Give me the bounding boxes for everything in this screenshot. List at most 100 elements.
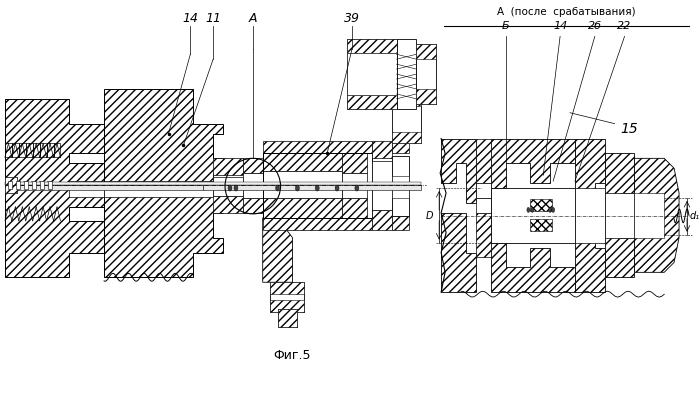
Bar <box>270 282 304 312</box>
Bar <box>243 158 263 173</box>
Bar <box>48 181 52 189</box>
Bar <box>476 183 491 198</box>
Bar <box>391 156 410 216</box>
Bar <box>24 181 28 189</box>
Bar <box>243 173 263 198</box>
Bar <box>263 153 342 171</box>
Bar <box>391 141 410 153</box>
Polygon shape <box>441 138 476 203</box>
Polygon shape <box>491 138 575 188</box>
Text: А  (после  срабатывания): А (после срабатывания) <box>497 7 635 17</box>
Ellipse shape <box>335 185 339 191</box>
Polygon shape <box>635 158 679 272</box>
Bar <box>575 188 605 242</box>
Polygon shape <box>104 89 223 277</box>
Ellipse shape <box>275 185 280 191</box>
Bar <box>213 196 243 213</box>
Bar <box>391 132 421 143</box>
Polygon shape <box>605 153 635 277</box>
Bar <box>372 210 391 230</box>
Text: 2б: 2б <box>588 22 602 31</box>
Text: Фиг.5: Фиг.5 <box>274 349 311 362</box>
Bar <box>476 213 491 257</box>
Bar <box>391 94 421 106</box>
Bar <box>342 153 367 173</box>
Bar <box>278 309 297 327</box>
Bar <box>491 188 575 242</box>
Bar <box>278 309 297 327</box>
Bar <box>531 219 552 231</box>
Bar <box>213 158 243 175</box>
Bar <box>31 181 36 189</box>
Ellipse shape <box>296 185 299 191</box>
Bar <box>342 198 367 218</box>
Bar <box>5 143 12 157</box>
Polygon shape <box>263 218 292 282</box>
Text: 15: 15 <box>621 121 638 136</box>
Bar <box>476 138 491 183</box>
Text: 11: 11 <box>205 11 221 24</box>
Ellipse shape <box>531 208 534 212</box>
Ellipse shape <box>527 208 530 212</box>
Ellipse shape <box>549 208 552 212</box>
Text: 14: 14 <box>553 22 567 31</box>
Bar <box>69 181 104 197</box>
Bar <box>396 39 417 109</box>
Bar <box>104 181 213 197</box>
Bar <box>243 198 263 213</box>
Bar <box>391 176 410 198</box>
Text: 14: 14 <box>182 11 199 24</box>
Bar <box>40 143 47 157</box>
Bar <box>417 44 436 59</box>
Ellipse shape <box>228 185 232 191</box>
Text: 22: 22 <box>617 22 632 31</box>
Bar <box>26 143 33 157</box>
Bar <box>263 153 372 218</box>
Bar <box>5 177 17 193</box>
Ellipse shape <box>234 185 238 191</box>
Bar <box>8 181 12 189</box>
Bar <box>531 199 552 211</box>
Text: А: А <box>249 11 257 24</box>
Bar <box>417 44 436 104</box>
Bar <box>391 94 421 143</box>
Bar <box>47 143 54 157</box>
Bar <box>5 182 421 185</box>
Ellipse shape <box>552 208 554 212</box>
Bar <box>391 216 410 230</box>
Bar <box>347 95 396 109</box>
Ellipse shape <box>315 185 319 191</box>
Text: d₁: d₁ <box>690 211 699 221</box>
Ellipse shape <box>355 185 359 191</box>
Polygon shape <box>441 213 476 292</box>
Bar <box>263 141 372 153</box>
Bar <box>347 39 396 53</box>
Text: D: D <box>426 211 433 221</box>
Bar <box>270 282 304 294</box>
Polygon shape <box>575 138 605 292</box>
Bar <box>5 185 203 190</box>
Bar <box>263 198 342 218</box>
Bar <box>16 181 20 189</box>
Bar <box>12 143 19 157</box>
Bar <box>263 171 342 198</box>
Bar <box>54 143 61 157</box>
Text: 39: 39 <box>344 11 360 24</box>
Bar <box>372 141 391 158</box>
Bar <box>33 143 40 157</box>
Bar <box>19 143 26 157</box>
Bar <box>203 185 421 190</box>
Bar <box>263 218 372 230</box>
Polygon shape <box>491 242 575 292</box>
Bar <box>476 198 491 213</box>
Bar <box>347 39 396 109</box>
Bar <box>347 53 396 95</box>
Bar <box>417 89 436 104</box>
Bar <box>213 177 243 196</box>
Bar <box>40 181 43 189</box>
Bar <box>342 173 367 198</box>
Polygon shape <box>5 99 104 277</box>
Bar <box>372 161 391 210</box>
Bar <box>605 193 635 238</box>
Text: Б: Б <box>502 22 510 31</box>
